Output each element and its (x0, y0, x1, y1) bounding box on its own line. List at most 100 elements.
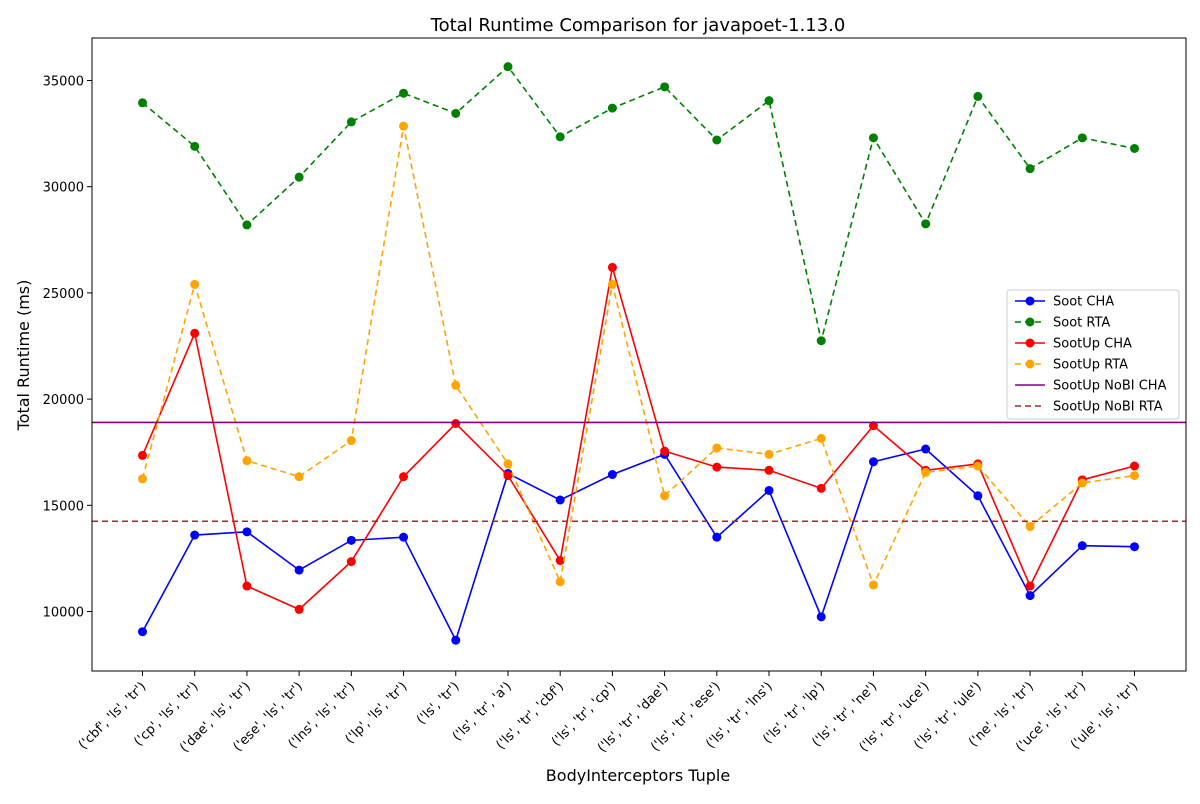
sootup-rta-point (294, 472, 304, 482)
soot-rta-point (451, 108, 461, 118)
soot-cha-point (1077, 541, 1087, 551)
sootup-cha-point (607, 262, 617, 272)
sootup-cha-point (294, 604, 304, 614)
sootup-rta-point (190, 279, 200, 289)
sootup-cha-point (451, 419, 461, 429)
legend-label-sootup-cha: SootUp CHA (1053, 337, 1132, 352)
sootup-cha-point (138, 450, 147, 460)
x-tick-label: ('ls', 'tr') (414, 679, 462, 727)
sootup-cha-point (868, 421, 878, 431)
sootup-rta-point (764, 449, 774, 459)
soot-cha-point (294, 565, 304, 575)
sootup-rta-point (1077, 478, 1087, 488)
soot-rta-point (190, 141, 200, 151)
soot-cha-point (973, 491, 983, 501)
sootup-cha-point (503, 471, 513, 481)
sootup-rta-point (1025, 522, 1035, 532)
sootup-rta-point (660, 491, 670, 501)
soot-cha-line (141, 448, 1135, 643)
sootup-cha-point (1025, 581, 1035, 591)
soot-rta-point (294, 172, 304, 182)
soot-cha-point (764, 485, 774, 495)
sootup-cha-point (660, 446, 670, 456)
soot-rta-point (816, 336, 826, 346)
y-tick-label: 25000 (43, 287, 84, 302)
soot-rta-point (503, 62, 513, 72)
chart-title: Total Runtime Comparison for javapoet-1.… (430, 15, 846, 36)
legend-marker-soot-rta (1025, 317, 1035, 327)
series-layer (92, 62, 1186, 645)
sootup-cha-point (816, 483, 826, 493)
legend-box (1006, 289, 1180, 420)
plot-frame (91, 37, 1187, 672)
legend-label-soot-rta: Soot RTA (1053, 316, 1110, 331)
soot-rta-point (1130, 143, 1139, 153)
sootup-rta-point (451, 380, 461, 390)
sootup-cha-point (399, 472, 409, 482)
sootup-rta-point (607, 279, 617, 289)
soot-cha-point (1130, 542, 1139, 552)
sootup-cha-point (555, 556, 565, 566)
soot-rta-point (138, 98, 147, 108)
legend-label-sootup-rta: SootUp RTA (1053, 358, 1128, 373)
soot-rta-point (921, 219, 931, 229)
soot-cha-point (190, 530, 200, 540)
sootup-rta-point (816, 433, 826, 443)
sootup-rta-point (346, 436, 356, 446)
x-axis-label: BodyInterceptors Tuple (546, 766, 730, 785)
legend-marker-soot-cha (1025, 296, 1035, 306)
soot-cha-point (712, 532, 722, 542)
sootup-rta-point (712, 443, 722, 453)
sootup-rta-point (242, 456, 252, 466)
soot-rta-point (607, 103, 617, 113)
soot-cha-point (138, 627, 147, 637)
soot-rta-point (555, 132, 565, 142)
soot-rta-point (973, 91, 983, 101)
sootup-cha-point (346, 557, 356, 567)
soot-cha-point (242, 527, 252, 537)
soot-rta-point (1077, 133, 1087, 143)
soot-rta-point (764, 96, 774, 106)
sootup-rta-point (921, 467, 931, 477)
sootup-rta-point (555, 577, 565, 587)
sootup-cha-point (190, 328, 200, 338)
y-tick-label: 30000 (43, 181, 84, 196)
y-tick-label: 20000 (43, 393, 84, 408)
soot-rta-point (399, 88, 409, 98)
soot-cha-point (399, 532, 409, 542)
soot-cha-point (346, 535, 356, 545)
legend-label-sootup-nobi-cha: SootUp NoBI CHA (1053, 379, 1167, 394)
soot-rta-point (346, 117, 356, 127)
legend-label-soot-cha: Soot CHA (1053, 295, 1114, 310)
legend: Soot CHA Soot RTA SootUp CHA SootUp RTA Soot… (1006, 289, 1180, 420)
soot-cha-point (1025, 591, 1035, 601)
legend-marker-sootup-rta (1025, 359, 1035, 369)
soot-cha-point (816, 612, 826, 622)
sootup-rta-line (141, 125, 1135, 588)
y-tick-label: 15000 (43, 499, 84, 514)
soot-cha-point (921, 444, 931, 454)
legend-marker-sootup-cha (1025, 338, 1035, 348)
soot-cha-point (607, 470, 617, 480)
sootup-rta-point (973, 461, 983, 471)
sootup-rta-point (1130, 471, 1139, 481)
sootup-cha-point (242, 581, 252, 591)
y-axis-label: Total Runtime (ms) (14, 280, 33, 432)
soot-rta-point (712, 135, 722, 145)
sootup-cha-line (141, 267, 1135, 611)
soot-cha-point (555, 495, 565, 505)
soot-cha-point (451, 635, 461, 645)
soot-rta-point (660, 82, 670, 92)
y-tick-label: 35000 (43, 74, 84, 89)
sootup-cha-point (764, 465, 774, 475)
soot-rta-point (1025, 164, 1035, 174)
sootup-rta-point (138, 474, 147, 484)
sootup-cha-point (712, 462, 722, 472)
sootup-cha-point (1130, 461, 1139, 471)
legend-label-sootup-nobi-rta: SootUp NoBI RTA (1053, 400, 1163, 415)
plot-area (92, 38, 1186, 671)
soot-rta-point (242, 220, 252, 230)
sootup-rta-point (399, 121, 409, 131)
